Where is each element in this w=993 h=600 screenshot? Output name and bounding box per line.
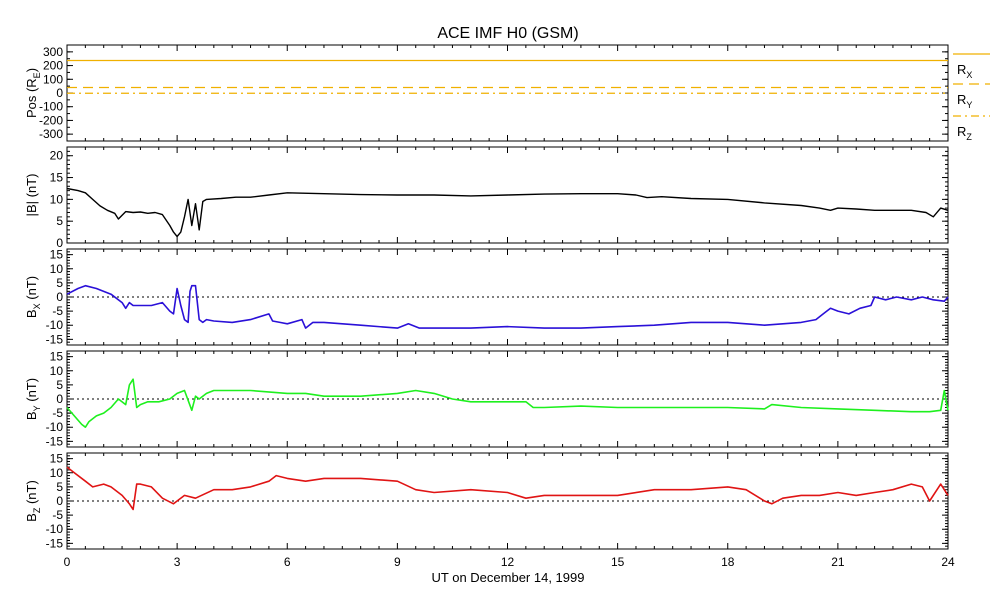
x-tick-label: 21 xyxy=(831,555,845,569)
y-tick-label: 5 xyxy=(56,480,63,494)
x-tick-label: 0 xyxy=(64,555,71,569)
y-axis-label-close: ) xyxy=(24,68,39,72)
y-axis-label: Pos (RE) xyxy=(24,68,42,118)
x-axis-label: UT on December 14, 1999 xyxy=(432,570,585,585)
y-axis-label-unit: (nT) xyxy=(24,480,39,507)
y-tick-label: 0 xyxy=(56,86,63,100)
y-tick-label: 5 xyxy=(56,214,63,228)
y-axis-label-base: B xyxy=(24,411,39,420)
y-tick-label: 15 xyxy=(50,350,64,364)
y-tick-label: 20 xyxy=(50,149,64,163)
panel-b: 20 15 10 5 0 |B| (nT) xyxy=(24,146,949,250)
y-axis-label: BY (nT) xyxy=(24,378,42,420)
legend-label-sub: X xyxy=(966,70,972,80)
y-tick-label: -15 xyxy=(46,536,64,550)
y-tick-label: -10 xyxy=(46,522,64,536)
chart-title: ACE IMF H0 (GSM) xyxy=(437,25,578,42)
x-tick-label: 3 xyxy=(174,555,181,569)
x-axis: 0 3 6 9 12 15 18 21 24 xyxy=(64,555,955,569)
y-axis-label-unit: (nT) xyxy=(24,174,39,201)
y-tick-label: 10 xyxy=(50,364,64,378)
y-tick-label: 10 xyxy=(50,192,64,206)
y-tick-label: 200 xyxy=(43,59,63,73)
y-tick-label: -5 xyxy=(52,406,63,420)
series-line-bz xyxy=(66,466,949,511)
y-tick-label: 15 xyxy=(50,248,64,262)
y-axis-label-open: (R xyxy=(24,78,39,95)
y-tick-label: -15 xyxy=(46,332,64,346)
y-axis-label-base: B xyxy=(24,309,39,318)
series-line-by xyxy=(66,378,949,429)
y-tick-label: 0 xyxy=(56,290,63,304)
y-tick-label: 10 xyxy=(50,262,64,276)
series-line-bx xyxy=(66,284,949,329)
y-tick-label: -100 xyxy=(39,100,63,114)
y-axis-label: BZ (nT) xyxy=(24,480,42,522)
legend-label-base: R xyxy=(957,92,966,107)
y-tick-label: -5 xyxy=(52,304,63,318)
x-tick-label: 9 xyxy=(394,555,401,569)
x-tick-label: 15 xyxy=(611,555,625,569)
legend-label-y: RY xyxy=(957,92,972,110)
x-tick-label: 6 xyxy=(284,555,291,569)
legend-label-x: RX xyxy=(957,62,972,80)
y-axis-label: |B| (nT) xyxy=(24,174,39,217)
x-tick-label: 12 xyxy=(501,555,515,569)
y-tick-label: 0 xyxy=(56,236,63,250)
y-tick-label: -300 xyxy=(39,127,63,141)
y-axis-label-base: B xyxy=(24,513,39,522)
series-line-b xyxy=(66,187,949,238)
y-tick-label: 15 xyxy=(50,452,64,466)
y-tick-label: -10 xyxy=(46,318,64,332)
y-axis-label-base: |B| xyxy=(24,201,39,216)
y-tick-label: -15 xyxy=(46,434,64,448)
legend-label-z: RZ xyxy=(957,124,972,142)
legend-label-sub: Z xyxy=(966,132,972,142)
x-tick-label: 18 xyxy=(721,555,735,569)
legend-label-base: R xyxy=(957,62,966,77)
y-tick-label: 5 xyxy=(56,378,63,392)
x-tick-label: 24 xyxy=(941,555,955,569)
y-tick-label: 10 xyxy=(50,466,64,480)
y-axis-label-unit: (nT) xyxy=(24,276,39,303)
legend-label-base: R xyxy=(957,124,966,139)
y-axis-label-sub: E xyxy=(32,72,42,78)
y-tick-label: 300 xyxy=(43,45,63,59)
y-tick-label: 15 xyxy=(50,171,64,185)
y-tick-label: -200 xyxy=(39,113,63,127)
y-tick-label: 0 xyxy=(56,392,63,406)
y-axis-label-sub: X xyxy=(32,303,42,309)
y-tick-label: 100 xyxy=(43,72,63,86)
y-tick-label: 5 xyxy=(56,276,63,290)
y-tick-label: 0 xyxy=(56,494,63,508)
y-tick-label: -5 xyxy=(52,508,63,522)
y-axis-label-sub: Y xyxy=(32,405,42,411)
y-axis-label-unit: (nT) xyxy=(24,378,39,405)
y-axis-label-base: Pos xyxy=(24,95,39,118)
y-tick-label: -10 xyxy=(46,420,64,434)
legend-label-sub: Y xyxy=(966,100,972,110)
y-axis-label: BX (nT) xyxy=(24,276,42,318)
y-axis-label-sub: Z xyxy=(32,507,42,513)
